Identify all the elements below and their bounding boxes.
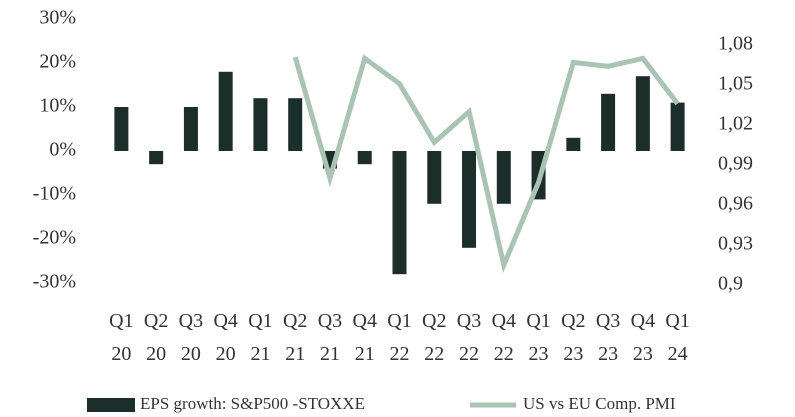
y2-tick-label: 1,05 [718,73,753,95]
line [292,54,680,274]
x-tick-label: Q2 20 [144,310,168,365]
x-tick-label: Q2 23 [561,310,585,365]
x-tick-label: Q3 21 [318,310,342,365]
x-tick-label: Q4 21 [353,310,377,365]
x-tick-label: Q4 22 [492,310,516,365]
bar [566,137,581,151]
x-tick-label: Q3 23 [596,310,620,365]
x-tick-label: Q4 20 [213,310,237,365]
legend-label: US vs EU Comp. PMI [523,394,676,413]
y2-tick-label: 0,96 [718,193,753,215]
bar [218,71,233,151]
bar [635,76,650,151]
y2-tick-label: 0,9 [718,273,743,295]
y-tick-label: 30% [39,7,76,29]
bar [462,151,477,248]
y2-tick-label: 0,93 [718,233,753,255]
bar [392,151,407,275]
y-tick-label: 20% [39,51,76,73]
y2-tick-label: 1,02 [718,113,753,135]
y-tick-label: -20% [33,227,76,249]
bar [601,93,616,151]
x-tick-label: Q3 20 [179,310,203,365]
x-tick-label: Q4 23 [631,310,655,365]
bar [253,98,268,151]
x-tick-label: Q2 22 [422,310,446,365]
x-tick-label: Q1 22 [387,310,411,365]
y-tick-label: -30% [33,271,76,293]
y-tick-label: 10% [39,95,76,117]
y-tick-label: -10% [33,183,76,205]
bar [149,151,164,165]
x-tick-label: Q1 21 [248,310,272,365]
bar [496,151,511,204]
legend: EPS growth: S&P500 -STOXXE US vs EU Comp.… [87,394,676,413]
y2-tick-label: 0,99 [718,153,753,175]
bar [670,102,685,151]
x-tick-label: Q1 24 [665,310,689,365]
legend-swatch [87,398,135,412]
bar [183,107,198,151]
x-tick-label: Q1 23 [526,310,550,365]
x-tick-label: Q1 20 [109,310,133,365]
bar [357,151,372,165]
legend-label: EPS growth: S&P500 -STOXXE [140,394,365,413]
x-tick-label: Q2 21 [283,310,307,365]
bar [288,98,303,151]
y-tick-label: 0% [49,139,76,161]
bar [114,107,129,151]
x-tick-label: Q3 22 [457,310,481,365]
y2-tick-label: 1,08 [718,33,753,55]
bar [427,151,442,204]
